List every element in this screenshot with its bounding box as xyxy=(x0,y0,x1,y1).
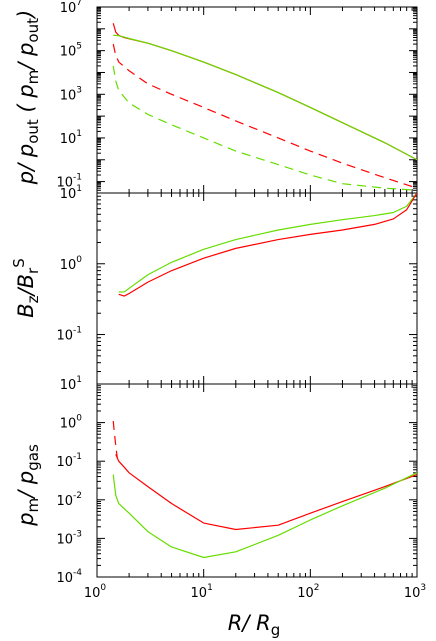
y-tick-label: 100 xyxy=(60,414,83,432)
plot-frame xyxy=(96,192,418,385)
y-tick-label: 10-1 xyxy=(56,173,82,191)
y-tick-label: 10-4 xyxy=(56,568,82,586)
series-line-red-solid xyxy=(118,193,417,297)
ylabel-top: p/ pout ( pm/ pout) xyxy=(14,10,42,185)
y-tick-label: 100 xyxy=(60,255,83,273)
series-line-red-dashed xyxy=(112,43,417,189)
y-tick-label: 101 xyxy=(60,129,82,147)
panel-middle: 10-1 100 101 Bz/BrS xyxy=(10,184,418,385)
x-tick-label: 100 xyxy=(84,583,107,601)
series-line-red-solid xyxy=(115,454,417,531)
y-tick-label: 105 xyxy=(60,42,82,60)
xlabel: R/ Rg xyxy=(228,611,280,639)
series-line-green-solid xyxy=(113,34,417,161)
series-line-red-dashed xyxy=(112,420,118,459)
y-tick-label: 10-3 xyxy=(56,529,82,547)
y-tick-label: 107 xyxy=(60,0,82,16)
series-line-green-solid xyxy=(118,193,417,293)
y-tick-label: 10-2 xyxy=(56,491,82,509)
x-tick-label: 103 xyxy=(404,583,426,601)
plot-frame xyxy=(96,383,418,578)
plot-frame xyxy=(96,6,418,194)
y-tick-label: 101 xyxy=(60,184,82,202)
series-line-red-solid xyxy=(112,23,417,161)
x-tick-label: 101 xyxy=(191,583,213,601)
plot-area-bottom: 10-4 10-3 10-2 10-1 100 101 100 101 102 103 xyxy=(56,375,426,601)
y-tick-label: 103 xyxy=(60,85,82,103)
panel-top: 10-1 101 103 105 107 p/ pout ( pm/ pout) xyxy=(14,0,418,194)
plot-area-middle: 10-1 100 101 xyxy=(56,184,418,385)
plot-area-top: 10-1 101 103 105 107 xyxy=(56,0,418,194)
y-tick-label: 10-1 xyxy=(56,452,82,470)
ylabel-bottom: pm/ pgas xyxy=(14,444,42,527)
series-line-green-dashed xyxy=(112,65,417,191)
panel-bottom: 10-4 10-3 10-2 10-1 100 101 100 101 102 103 pm/ p… xyxy=(14,375,426,639)
x-tick-label: 102 xyxy=(297,583,319,601)
y-tick-label: 101 xyxy=(60,375,82,393)
y-tick-label: 10-1 xyxy=(56,326,82,344)
ylabel-middle: Bz/BrS xyxy=(10,258,42,317)
series-line-green-solid xyxy=(112,472,417,559)
